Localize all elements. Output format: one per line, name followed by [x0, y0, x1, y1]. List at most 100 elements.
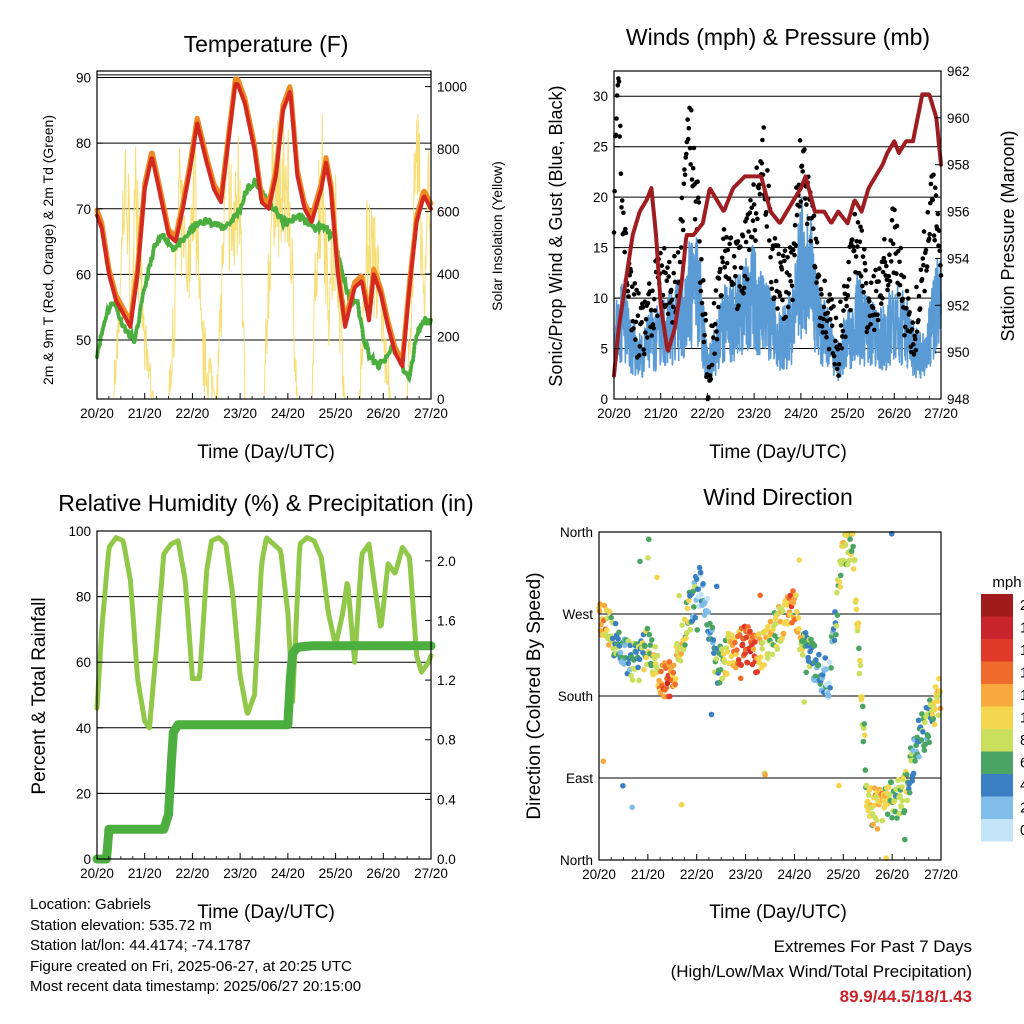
gust-point [835, 346, 841, 352]
humidity-title: Relative Humidity (%) & Precipitation (i… [58, 490, 473, 516]
humidity-ytick-right-label: 0.0 [437, 852, 456, 867]
gust-point [831, 353, 837, 359]
legend-label: 10 [1020, 711, 1024, 727]
direction-point [684, 605, 691, 612]
gust-point [785, 254, 790, 260]
gust-point [823, 330, 829, 335]
gust-point [880, 269, 886, 275]
direction-point [692, 614, 698, 621]
gust-point [779, 267, 785, 272]
direction-ytick-label: East [566, 771, 593, 786]
gust-point [902, 324, 908, 330]
gust-point [904, 288, 910, 294]
gust-point [902, 333, 907, 338]
gust-point [650, 322, 656, 327]
direction-point [836, 782, 842, 789]
temperature-ytick-label: 90 [76, 71, 91, 86]
gust-point [650, 288, 655, 294]
gust-point [863, 280, 869, 286]
gust-point [924, 264, 930, 269]
gust-point [831, 304, 836, 309]
direction-point [780, 630, 787, 637]
direction-point [899, 797, 906, 804]
winds-ytick-right-label: 952 [947, 298, 970, 313]
legend-label: 4 [1020, 778, 1024, 794]
direction-point [615, 636, 621, 642]
gust-point [664, 278, 670, 284]
gust-point [726, 276, 732, 281]
gust-point [622, 249, 627, 255]
gust-point [901, 274, 907, 280]
direction-xtick-label: 25/20 [826, 867, 860, 882]
direction-point [793, 592, 799, 598]
wind-direction-xlabel: Time (Day/UTC) [709, 902, 847, 923]
gust-point [897, 282, 903, 288]
direction-point [867, 785, 873, 791]
gust-point [858, 274, 864, 279]
direction-point [874, 826, 881, 832]
humidity-panel: Relative Humidity (%) & Precipitation (i… [29, 490, 474, 923]
direction-point [811, 642, 818, 649]
gust-point [928, 181, 934, 187]
winds-ytick-right-label: 958 [947, 158, 970, 173]
gust-point [890, 241, 896, 247]
direction-point [857, 657, 863, 664]
gust-point [909, 327, 915, 332]
direction-point [861, 725, 867, 731]
gust-point [621, 210, 626, 216]
gust-point [643, 316, 649, 322]
gust-point [672, 279, 678, 285]
direction-point [827, 685, 833, 691]
gust-point [702, 311, 708, 317]
gust-point [858, 224, 863, 230]
legend-swatch [981, 684, 1013, 707]
gust-point [797, 204, 802, 209]
gust-point [873, 288, 879, 294]
direction-point [649, 637, 655, 643]
direction-point [646, 631, 653, 638]
direction-point [844, 561, 851, 568]
direction-point [691, 604, 697, 610]
gust-point [668, 287, 674, 293]
gust-point [636, 291, 641, 296]
gust-point [686, 125, 692, 131]
direction-point [899, 784, 905, 790]
temperature-ylabel-right: Solar Insolation (Yellow) [489, 161, 505, 311]
gust-point [617, 134, 622, 139]
direction-point [902, 836, 908, 843]
direction-point [896, 810, 903, 817]
direction-point [833, 623, 840, 629]
gust-point [860, 254, 866, 259]
direction-point [738, 662, 744, 668]
winds-xtick-label: 26/20 [877, 406, 911, 421]
direction-point [816, 651, 822, 658]
direction-point [687, 626, 694, 633]
direction-point [724, 648, 731, 655]
gust-point [625, 288, 631, 294]
direction-point [708, 711, 715, 718]
gust-point [787, 273, 792, 278]
direction-point [773, 620, 779, 627]
legend-swatch [981, 706, 1013, 729]
direction-point [767, 618, 774, 625]
gust-point [635, 313, 641, 319]
gust-point [655, 313, 660, 319]
direction-point [733, 651, 740, 657]
humidity-xtick-label: 22/20 [176, 866, 210, 881]
gust-point [744, 216, 749, 221]
gust-point [814, 240, 820, 245]
direction-point [694, 627, 700, 633]
winds-ylabel-left: Sonic/Prop Wind & Gust (Blue, Black) [546, 85, 566, 386]
gust-point [935, 211, 941, 217]
gust-point [735, 239, 741, 244]
direction-point [836, 579, 843, 585]
gust-point [766, 183, 771, 189]
temperature-ytick-label: 70 [76, 202, 91, 217]
gust-point [631, 326, 636, 331]
gust-point [936, 228, 942, 233]
gust-point [712, 351, 717, 357]
direction-point [600, 758, 607, 764]
gust-point [836, 373, 841, 378]
gust-point [665, 311, 671, 317]
temp-2m-line [95, 82, 433, 369]
